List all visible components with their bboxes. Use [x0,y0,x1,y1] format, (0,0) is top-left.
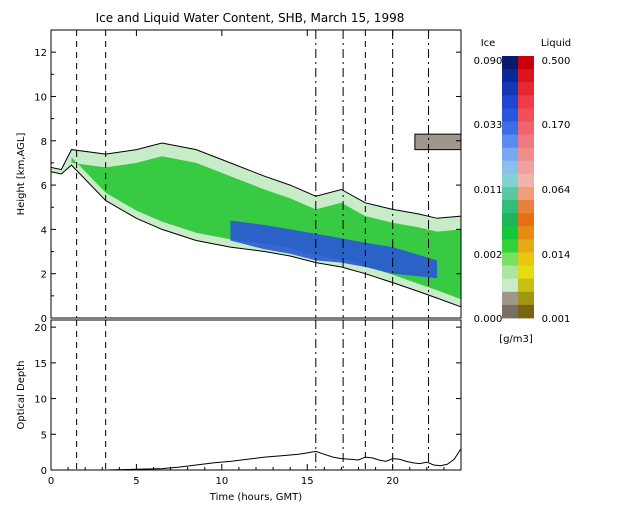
x-tick-label: 20 [386,476,399,487]
x-tick-label: 0 [48,476,54,487]
colorbar-liquid-swatch [518,173,534,188]
event-lines-top [76,30,430,318]
event-lines-bottom [76,320,430,470]
colorbar-ice-swatch [502,147,518,162]
cloud-ice-maximum [230,220,438,279]
optical-depth-line [105,448,461,470]
colorbar-liquid-scale [518,56,534,319]
colorbar-ice-swatch [502,291,518,306]
colorbar-ice-swatch [502,252,518,266]
top-y-tick-label: 6 [41,181,47,192]
colorbar-liquid-swatch [518,252,534,266]
colorbar-ice-swatch [502,134,518,149]
bottom-y-tick-label: 15 [34,359,47,370]
colorbar-liquid-swatch [518,291,534,306]
water-content-panel: 0 2 4 6 8 10 12 Height [km,AGL] [16,29,462,325]
colorbar: Ice Liquid 0.090 0.033 0.011 0.002 0.000 0.50… [474,38,571,345]
colorbar-ice-swatch [502,226,518,240]
colorbar-liquid-swatch [518,200,534,214]
colorbar-ice-swatch [502,239,518,253]
colorbar-liquid-tick: 0.064 [542,185,571,196]
top-y-tick-label: 2 [41,270,47,281]
top-y-axis: 0 2 4 6 8 10 12 [34,48,461,325]
colorbar-liquid-swatch [518,69,534,83]
colorbar-ice-swatch [502,213,518,227]
colorbar-liquid-swatch [518,265,534,280]
top-y-tick-label: 4 [41,225,47,236]
x-tick-label: 15 [301,476,314,487]
colorbar-liquid-swatch [518,239,534,253]
bottom-y-axis: 0 5 10 15 20 [34,323,461,477]
chart-title: Ice and Liquid Water Content, SHB, March… [96,11,405,25]
colorbar-ice-swatch [502,304,518,319]
colorbar-unit: [g/m3] [499,334,533,345]
colorbar-ice-tick: 0.090 [474,56,503,67]
colorbar-liquid-swatch [518,226,534,240]
x-axis: 0 5 10 15 20 [48,30,445,487]
colorbar-liquid-swatch [518,121,534,135]
colorbar-ice-swatch [502,108,518,122]
colorbar-ice-swatch [502,187,518,201]
top-y-tick-label: 0 [41,314,47,325]
colorbar-ice-swatch [502,200,518,214]
bottom-y-tick-label: 10 [34,395,47,406]
colorbar-liquid-swatch [518,160,534,175]
colorbar-ice-swatch [502,82,518,96]
top-y-axis-label: Height [km,AGL] [16,133,27,216]
colorbar-liquid-tick: 0.001 [542,314,571,325]
colorbar-ice-tick: 0.000 [474,314,503,325]
colorbar-ice-label: Ice [481,38,496,49]
colorbar-ice-swatch [502,160,518,175]
colorbar-liquid-swatch [518,95,534,109]
colorbar-ice-swatch [502,278,518,293]
x-axis-label: Time (hours, GMT) [209,492,303,503]
x-tick-label: 5 [133,476,139,487]
top-y-tick-label: 12 [34,48,47,59]
colorbar-liquid-label: Liquid [541,38,571,49]
bottom-y-tick-label: 5 [41,430,47,441]
x-tick-label: 10 [215,476,228,487]
colorbar-ice-swatch [502,265,518,280]
colorbar-ice-tick: 0.011 [474,185,503,196]
colorbar-liquid-swatch [518,82,534,96]
colorbar-liquid-swatch [518,187,534,201]
colorbar-liquid-swatch [518,134,534,149]
colorbar-ice-swatch [502,121,518,135]
colorbar-ice-swatch [502,173,518,188]
colorbar-liquid-swatch [518,304,534,319]
colorbar-ice-scale [502,56,518,319]
colorbar-ice-swatch [502,95,518,109]
colorbar-ice-swatch [502,69,518,83]
colorbar-liquid-tick: 0.170 [542,120,571,131]
top-y-tick-label: 8 [41,137,47,148]
colorbar-liquid-swatch [518,278,534,293]
colorbar-liquid-swatch [518,213,534,227]
bottom-y-tick-label: 20 [34,323,47,334]
colorbar-liquid-swatch [518,108,534,122]
colorbar-liquid-swatch [518,147,534,162]
colorbar-ice-tick: 0.033 [474,120,503,131]
colorbar-ice-swatch [502,56,518,70]
upper-cloud-layer [414,133,461,151]
colorbar-ticks: 0.090 0.033 0.011 0.002 0.000 0.500 0.170 0.064… [474,56,571,325]
bottom-plot-frame [50,319,462,471]
colorbar-ice-tick: 0.002 [474,250,503,261]
colorbar-liquid-tick: 0.500 [542,56,571,67]
bottom-y-tick-label: 0 [41,466,47,477]
colorbar-liquid-swatch [518,56,534,70]
top-y-tick-label: 10 [34,92,47,103]
bottom-y-axis-label: Optical Depth [16,361,27,430]
top-plot-frame [50,29,462,319]
colorbar-liquid-tick: 0.014 [542,250,571,261]
